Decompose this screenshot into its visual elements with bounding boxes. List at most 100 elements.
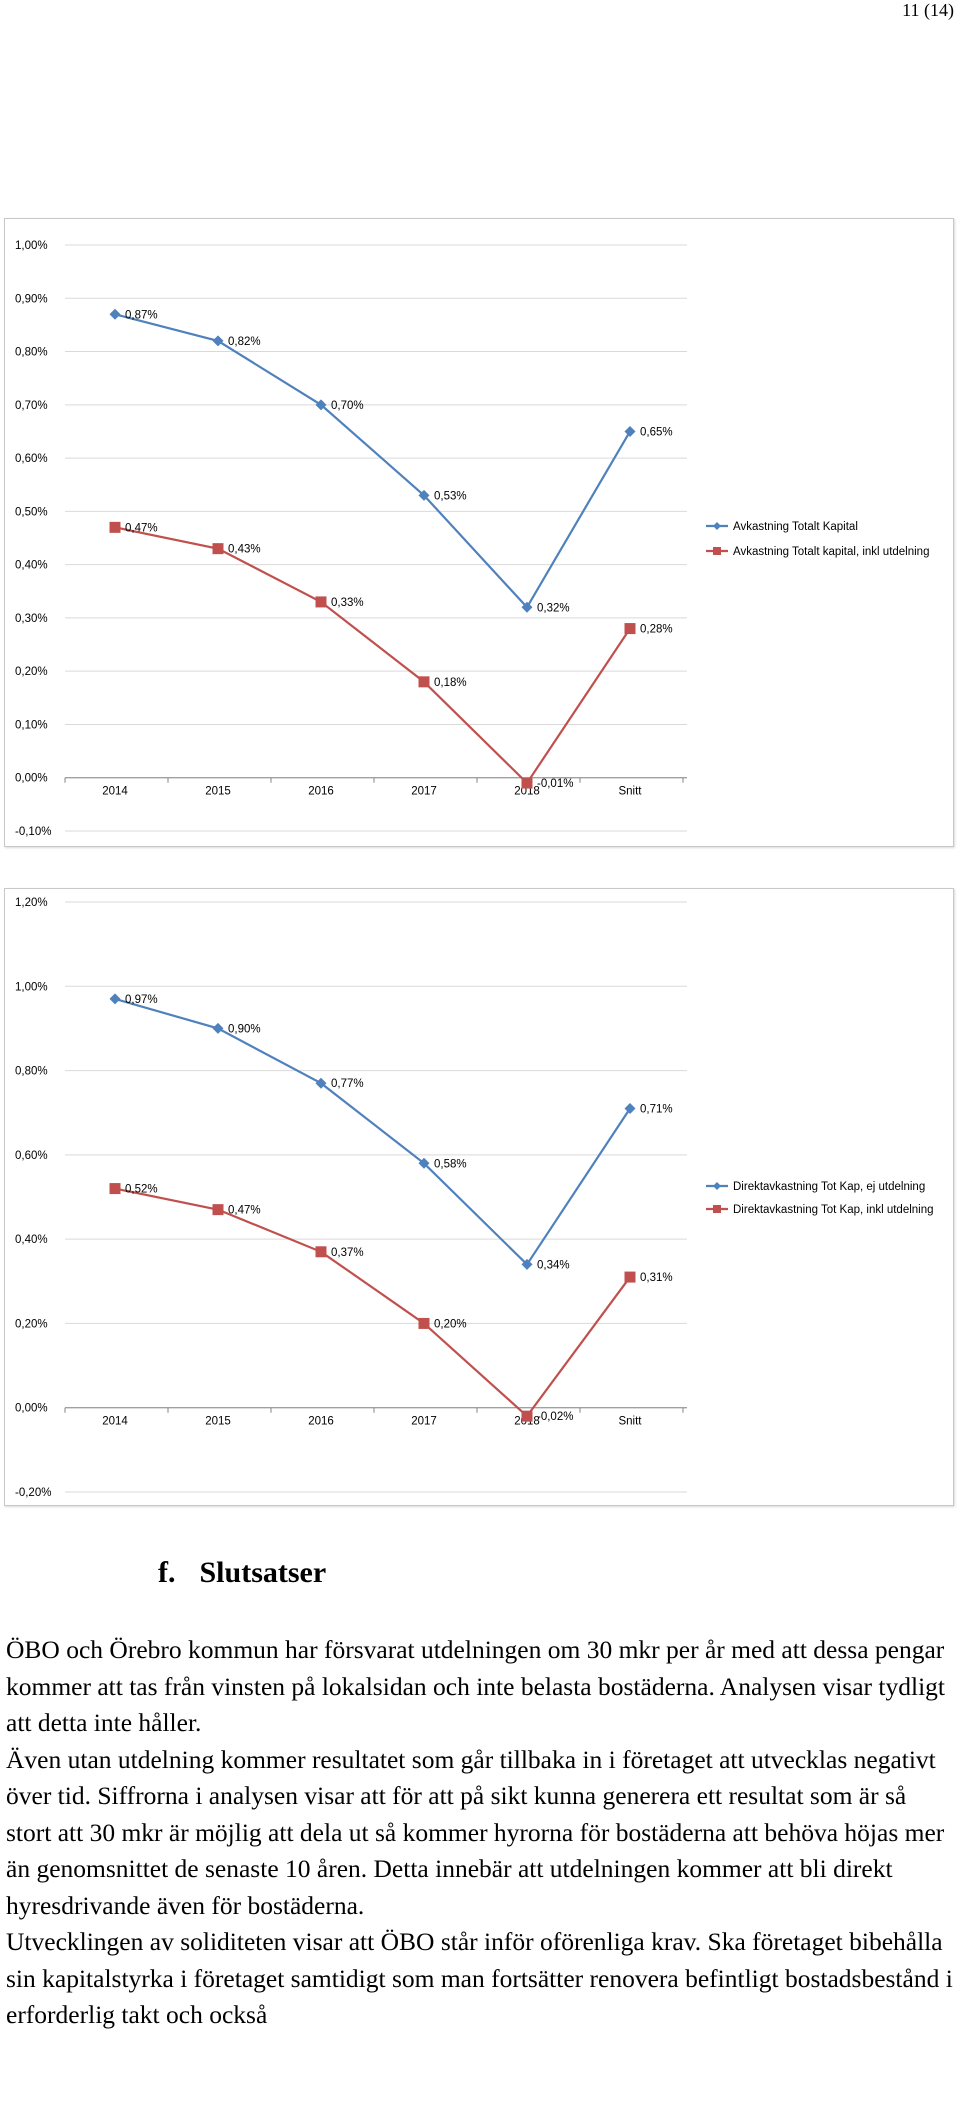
paragraph-1: ÖBO och Örebro kommun har försvarat utde…	[6, 1635, 946, 1737]
data-point-marker	[418, 489, 430, 501]
y-tick-label: -0,10%	[15, 826, 51, 838]
y-tick-label: 0,60%	[15, 453, 48, 465]
data-label: 0,18%	[434, 677, 467, 689]
x-tick-label: 2016	[308, 786, 334, 798]
series-line-1	[114, 997, 631, 1267]
data-label: 0,47%	[228, 1205, 261, 1217]
data-label: 0,28%	[640, 624, 673, 636]
data-point-marker	[521, 1410, 533, 1422]
data-point-marker	[212, 1022, 224, 1034]
chart-1-svg: -0,10% 0,00% 0,10% 0,20% 0,30% 0,40% 0,50% 0,60…	[15, 240, 929, 838]
data-point-marker	[109, 308, 121, 320]
paragraph-3: Utvecklingen av soliditeten visar att ÖB…	[6, 1927, 953, 2029]
x-tick-label: Snitt	[618, 1416, 642, 1428]
x-tick-label: 2018	[514, 1416, 540, 1428]
legend-marker	[713, 522, 721, 530]
x-tick-label: 2017	[411, 1416, 437, 1428]
x-tick-label: 2014	[102, 1416, 128, 1428]
section-number: f.	[158, 1556, 176, 1589]
data-point-marker	[624, 1271, 636, 1283]
data-label: 0,32%	[537, 602, 570, 614]
y-tick-label: 0,90%	[15, 293, 48, 305]
data-label: 0,37%	[331, 1247, 364, 1259]
y-tick-label: -0,20%	[15, 1487, 51, 1499]
data-label: 0,43%	[228, 544, 261, 556]
y-tick-label: 0,60%	[15, 1150, 48, 1162]
data-point-marker	[109, 1183, 121, 1195]
data-point-marker	[212, 1204, 224, 1216]
data-label: 0,87%	[125, 309, 158, 321]
data-point-marker	[521, 601, 533, 613]
data-point-marker	[418, 1317, 430, 1329]
paragraph-2: Även utan utdelning kommer resultatet so…	[6, 1744, 945, 1920]
body-text: ÖBO och Örebro kommun har försvarat utde…	[6, 1632, 954, 2034]
data-label: 0,90%	[228, 1023, 261, 1035]
data-point-marker	[624, 425, 636, 437]
data-label: -0,01%	[537, 778, 573, 790]
data-point-marker	[109, 521, 121, 533]
data-point-marker	[418, 676, 430, 688]
data-point-marker	[315, 596, 327, 608]
y-tick-label: 0,20%	[15, 1318, 48, 1330]
data-label: 0,58%	[434, 1158, 467, 1170]
x-tick-label: Snitt	[618, 786, 642, 798]
data-label: 0,97%	[125, 994, 158, 1006]
legend-marker	[713, 1205, 721, 1213]
series-line-1	[114, 313, 631, 610]
data-label: 0,70%	[331, 400, 364, 412]
chart-direct-return: -0,20% 0,00% 0,20% 0,40% 0,60% 0,80% 1,00% 1,20…	[4, 888, 954, 1506]
legend-label: Avkastning Totalt Kapital	[733, 521, 858, 533]
data-point-marker	[418, 1157, 430, 1169]
series-line-2	[114, 526, 631, 785]
data-label: 0,52%	[125, 1184, 158, 1196]
section-heading: f. Slutsatser	[158, 1556, 326, 1590]
data-label: -0,02%	[537, 1411, 573, 1423]
y-tick-label: 0,10%	[15, 719, 48, 731]
page-number: 11 (14)	[902, 0, 954, 20]
y-tick-label: 0,80%	[15, 1066, 48, 1078]
data-point-marker	[624, 1103, 636, 1114]
x-tick-label: 2016	[308, 1416, 334, 1428]
y-tick-label: 1,20%	[15, 897, 48, 909]
section-title: Slutsatser	[199, 1556, 327, 1589]
data-point-marker	[521, 777, 533, 789]
data-label: 0,82%	[228, 336, 261, 348]
data-point-marker	[521, 1258, 533, 1270]
data-label: 0,31%	[640, 1272, 673, 1284]
x-tick-label: 2015	[205, 1416, 231, 1428]
x-tick-label: 2015	[205, 786, 231, 798]
x-tick-label: 2014	[102, 786, 128, 798]
y-tick-label: 0,00%	[15, 773, 48, 785]
y-tick-label: 1,00%	[15, 240, 48, 252]
legend-marker	[713, 547, 721, 555]
x-tick-label: 2018	[514, 786, 540, 798]
legend-label: Direktavkastning Tot Kap, inkl utdelning	[733, 1204, 934, 1216]
y-tick-label: 0,40%	[15, 1234, 48, 1246]
data-label: 0,65%	[640, 426, 673, 438]
data-point-marker	[624, 623, 636, 635]
data-point-marker	[212, 335, 224, 347]
data-point-marker	[315, 399, 327, 411]
legend-marker	[713, 1182, 721, 1190]
data-point-marker	[212, 543, 224, 555]
y-tick-label: 0,30%	[15, 613, 48, 625]
data-point-marker	[315, 1077, 327, 1089]
y-tick-label: 0,50%	[15, 506, 48, 518]
data-label: 0,53%	[434, 490, 467, 502]
legend-label: Direktavkastning Tot Kap, ej utdelning	[733, 1181, 925, 1193]
y-tick-label: 0,20%	[15, 666, 48, 678]
y-tick-label: 0,70%	[15, 400, 48, 412]
data-label: 0,34%	[537, 1259, 570, 1271]
legend-label: Avkastning Totalt kapital, inkl utdelnin…	[733, 546, 929, 558]
y-tick-label: 0,00%	[15, 1403, 48, 1415]
chart-2-svg: -0,20% 0,00% 0,20% 0,40% 0,60% 0,80% 1,00% 1,20…	[15, 897, 934, 1499]
y-tick-label: 0,80%	[15, 347, 48, 359]
data-label: 0,20%	[434, 1318, 467, 1330]
data-label: 0,47%	[125, 522, 158, 534]
y-tick-label: 0,40%	[15, 560, 48, 572]
chart-total-capital-return: -0,10% 0,00% 0,10% 0,20% 0,30% 0,40% 0,50% 0,60…	[4, 218, 954, 847]
series-line-2	[114, 1187, 631, 1418]
data-point-marker	[315, 1246, 327, 1258]
x-tick-label: 2017	[411, 786, 437, 798]
y-tick-label: 1,00%	[15, 981, 48, 993]
